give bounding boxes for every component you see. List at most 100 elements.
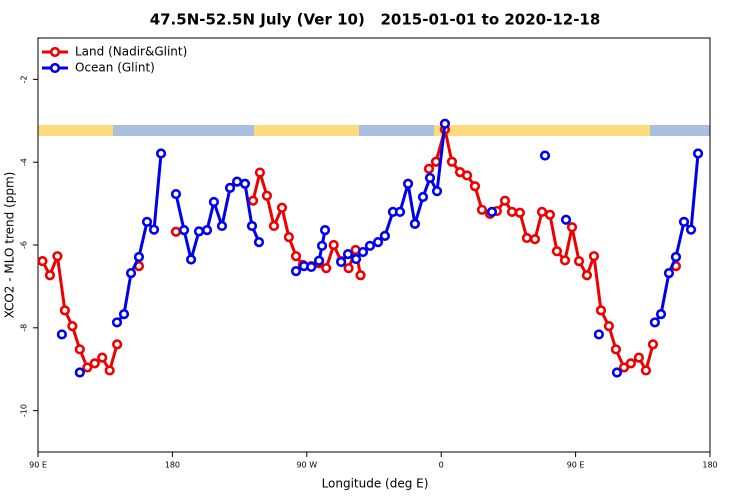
data-point <box>514 207 525 218</box>
data-point <box>44 270 56 281</box>
y-axis-label: XCO2 - MLO trend (ppm) <box>3 172 17 319</box>
series-line <box>115 153 163 324</box>
x-tick-label: 90 E <box>567 461 585 470</box>
data-point <box>208 196 220 208</box>
data-point <box>417 191 429 203</box>
data-point <box>663 268 675 279</box>
data-point <box>573 256 585 267</box>
data-point <box>559 255 571 266</box>
data-point <box>74 344 85 355</box>
data-point <box>201 224 213 236</box>
data-point <box>670 251 682 263</box>
data-point <box>246 220 258 232</box>
land-strip <box>38 125 113 136</box>
data-point <box>461 170 473 181</box>
data-point <box>506 206 518 217</box>
data-point <box>193 226 205 237</box>
data-point <box>551 246 563 257</box>
data-point <box>343 263 354 274</box>
ocean-strip <box>38 125 710 136</box>
data-point <box>611 367 623 378</box>
data-point <box>364 240 376 251</box>
y-tick-label: -6 <box>20 241 29 249</box>
data-point <box>529 234 541 245</box>
data-point <box>97 352 108 363</box>
data-point <box>216 220 228 232</box>
data-point <box>566 222 578 233</box>
land-strip <box>254 125 359 136</box>
data-point <box>82 362 93 373</box>
legend: Land (Nadir&Glint) Ocean (Glint) <box>42 45 187 75</box>
y-tick-label: -10 <box>20 404 29 417</box>
data-point <box>313 255 325 266</box>
data-point <box>678 216 690 227</box>
data-point <box>536 206 548 217</box>
data-point <box>692 148 704 159</box>
data-point <box>424 172 436 184</box>
data-point <box>224 182 236 193</box>
data-point <box>469 181 481 192</box>
data-point <box>67 321 78 332</box>
data-point <box>253 237 265 248</box>
y-tick-label: -4 <box>20 158 29 166</box>
data-point <box>521 232 533 244</box>
land-mask-band <box>38 125 710 136</box>
series <box>56 118 704 378</box>
data-point <box>588 251 600 262</box>
series-line <box>653 153 700 324</box>
data-point <box>239 178 251 189</box>
x-axis-label: Longitude (deg E) <box>322 477 429 491</box>
data-point <box>603 321 615 332</box>
data-point <box>112 339 123 350</box>
data-point <box>593 329 604 340</box>
data-point <box>306 261 317 273</box>
data-point <box>633 352 645 363</box>
data-point <box>618 362 630 373</box>
data-point <box>431 186 443 197</box>
data-point <box>247 195 259 206</box>
data-point <box>685 224 697 235</box>
data-point <box>394 206 406 217</box>
data-point <box>486 206 498 217</box>
data-point <box>595 305 607 316</box>
x-tick-label: 90 W <box>296 461 317 470</box>
data-point <box>261 190 273 201</box>
data-point <box>357 246 369 258</box>
data-point <box>499 195 511 206</box>
data-point <box>430 156 442 167</box>
data-point <box>319 224 331 236</box>
data-point <box>254 167 266 178</box>
data-point <box>125 268 137 279</box>
data-point <box>649 317 660 328</box>
data-point <box>133 251 145 263</box>
chart-title: 47.5N-52.5N July (Ver 10) 2015-01-01 to … <box>150 11 601 29</box>
data-point <box>59 305 70 316</box>
data-point <box>52 251 63 262</box>
data-point <box>610 344 622 355</box>
data-point <box>148 224 160 235</box>
data-point <box>316 240 328 251</box>
data-point <box>141 216 153 227</box>
y-tick-label: -8 <box>20 324 29 332</box>
series-line <box>340 123 447 263</box>
x-tick-label: 180 <box>165 461 180 470</box>
x-tick-label: 180 <box>702 461 717 470</box>
data-point <box>476 204 488 215</box>
x-tick-label: 0 <box>439 461 444 470</box>
data-point <box>560 214 572 225</box>
data-point <box>336 256 347 268</box>
legend-marker <box>49 46 61 58</box>
data-point <box>581 270 593 281</box>
data-point <box>155 148 167 159</box>
series-line <box>427 127 655 372</box>
data-point <box>355 270 366 281</box>
data-point <box>402 178 414 189</box>
series-line <box>174 180 261 261</box>
data-point <box>372 237 384 248</box>
data-point <box>328 239 339 251</box>
data-point <box>276 202 288 213</box>
data-point <box>290 251 302 262</box>
data-point <box>321 263 332 274</box>
data-point <box>625 358 636 369</box>
data-point <box>539 150 551 161</box>
